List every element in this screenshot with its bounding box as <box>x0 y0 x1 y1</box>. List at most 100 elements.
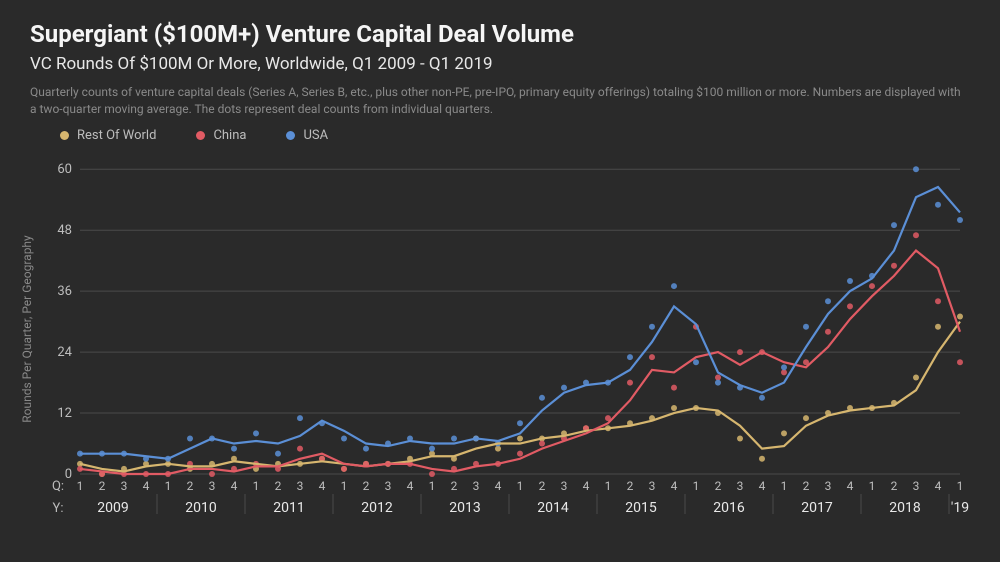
data-point-china <box>869 283 875 289</box>
x-tick-quarter: 3 <box>913 479 920 493</box>
x-tick-quarter: 1 <box>605 479 612 493</box>
legend-item-china: China <box>196 128 246 143</box>
series-line-rest-of-world <box>80 321 960 471</box>
data-point-china <box>671 384 677 390</box>
legend-label: China <box>213 128 246 143</box>
data-point-china <box>517 450 523 456</box>
x-tick-quarter: 4 <box>759 479 766 493</box>
x-tick-year: 2014 <box>537 500 569 516</box>
legend-label: USA <box>303 128 328 143</box>
x-tick-quarter: 4 <box>935 479 942 493</box>
data-point-usa <box>231 445 237 451</box>
x-tick-quarter: 1 <box>869 479 876 493</box>
x-tick-year: 2011 <box>273 500 304 516</box>
x-tick-year: 2016 <box>713 500 745 516</box>
legend-dot-icon <box>286 131 295 140</box>
x-tick-quarter: 2 <box>363 479 370 493</box>
data-point-usa <box>693 359 699 365</box>
data-point-rest-of-world <box>781 430 787 436</box>
y-tick-label: 24 <box>57 345 72 360</box>
data-point-usa <box>275 450 281 456</box>
x-tick-quarter: 1 <box>77 479 84 493</box>
x-tick-quarter: 1 <box>429 479 436 493</box>
data-point-usa <box>253 430 259 436</box>
data-point-china <box>341 466 347 472</box>
x-tick-quarter: 1 <box>341 479 348 493</box>
y-tick-label: 48 <box>57 223 72 238</box>
data-point-usa <box>825 298 831 304</box>
x-tick-quarter: 2 <box>891 479 898 493</box>
x-tick-quarter: 1 <box>781 479 788 493</box>
data-point-rest-of-world <box>737 435 743 441</box>
data-point-usa <box>803 323 809 329</box>
data-point-usa <box>759 394 765 400</box>
data-point-china <box>539 440 545 446</box>
data-point-rest-of-world <box>671 405 677 411</box>
x-tick-quarter: 3 <box>121 479 128 493</box>
data-point-usa <box>627 354 633 360</box>
data-point-china <box>649 354 655 360</box>
x-tick-quarter: 3 <box>649 479 656 493</box>
x-tick-quarter: 4 <box>407 479 414 493</box>
data-point-china <box>935 298 941 304</box>
x-tick-quarter: 2 <box>451 479 458 493</box>
x-tick-quarter: 4 <box>143 479 150 493</box>
data-point-china <box>825 328 831 334</box>
data-point-rest-of-world <box>935 323 941 329</box>
data-point-usa <box>539 394 545 400</box>
legend-item-rest-of-world: Rest Of World <box>60 128 156 143</box>
x-tick-quarter: 3 <box>297 479 304 493</box>
chart-title: Supergiant ($100M+) Venture Capital Deal… <box>30 20 970 48</box>
x-tick-quarter: 2 <box>539 479 546 493</box>
x-tick-quarter: 1 <box>693 479 700 493</box>
data-point-usa <box>517 420 523 426</box>
data-point-usa <box>429 445 435 451</box>
data-point-usa <box>957 217 963 223</box>
legend-dot-icon <box>60 131 69 140</box>
y-tick-label: 36 <box>57 284 72 299</box>
data-point-usa <box>671 283 677 289</box>
x-tick-year: 2009 <box>97 500 128 516</box>
x-tick-quarter: 3 <box>737 479 744 493</box>
x-tick-year: 2010 <box>185 500 217 516</box>
x-tick-year: 2013 <box>449 500 480 516</box>
x-tick-quarter: 4 <box>319 479 326 493</box>
data-point-rest-of-world <box>759 455 765 461</box>
data-point-usa <box>451 435 457 441</box>
data-point-rest-of-world <box>957 313 963 319</box>
legend-label: Rest Of World <box>77 128 156 143</box>
x-tick-year: 2015 <box>625 500 657 516</box>
x-tick-quarter: 4 <box>847 479 854 493</box>
series-line-usa <box>80 187 960 459</box>
data-point-usa <box>649 323 655 329</box>
data-point-usa <box>341 435 347 441</box>
x-tick-quarter: 4 <box>495 479 502 493</box>
chart-area: Rounds Per Quarter, Per Geography 012243… <box>30 149 970 529</box>
x-tick-quarter: 2 <box>803 479 810 493</box>
x-tick-year: '19 <box>951 500 969 516</box>
data-point-usa <box>847 278 853 284</box>
chart-subtitle: VC Rounds Of $100M Or More, Worldwide, Q… <box>30 54 970 74</box>
data-point-china <box>429 471 435 477</box>
x-tick-year: 2018 <box>889 500 921 516</box>
data-point-usa <box>297 415 303 421</box>
data-point-china <box>209 471 215 477</box>
x-tick-quarter: 2 <box>627 479 634 493</box>
x-tick-quarter: 2 <box>187 479 194 493</box>
data-point-china <box>891 262 897 268</box>
x-tick-quarter: 2 <box>99 479 106 493</box>
y-tick-label: 12 <box>57 406 72 421</box>
q-row-label: Q: <box>52 479 64 494</box>
x-tick-quarter: 4 <box>583 479 590 493</box>
data-point-rest-of-world <box>517 435 523 441</box>
data-point-china <box>737 349 743 355</box>
legend: Rest Of World China USA <box>60 128 970 143</box>
x-tick-quarter: 1 <box>253 479 260 493</box>
x-tick-year: 2017 <box>801 500 833 516</box>
x-tick-quarter: 2 <box>275 479 282 493</box>
x-tick-quarter: 2 <box>715 479 722 493</box>
x-tick-quarter: 3 <box>209 479 216 493</box>
data-point-china <box>627 379 633 385</box>
y-tick-label: 60 <box>57 162 72 177</box>
data-point-usa <box>891 222 897 228</box>
